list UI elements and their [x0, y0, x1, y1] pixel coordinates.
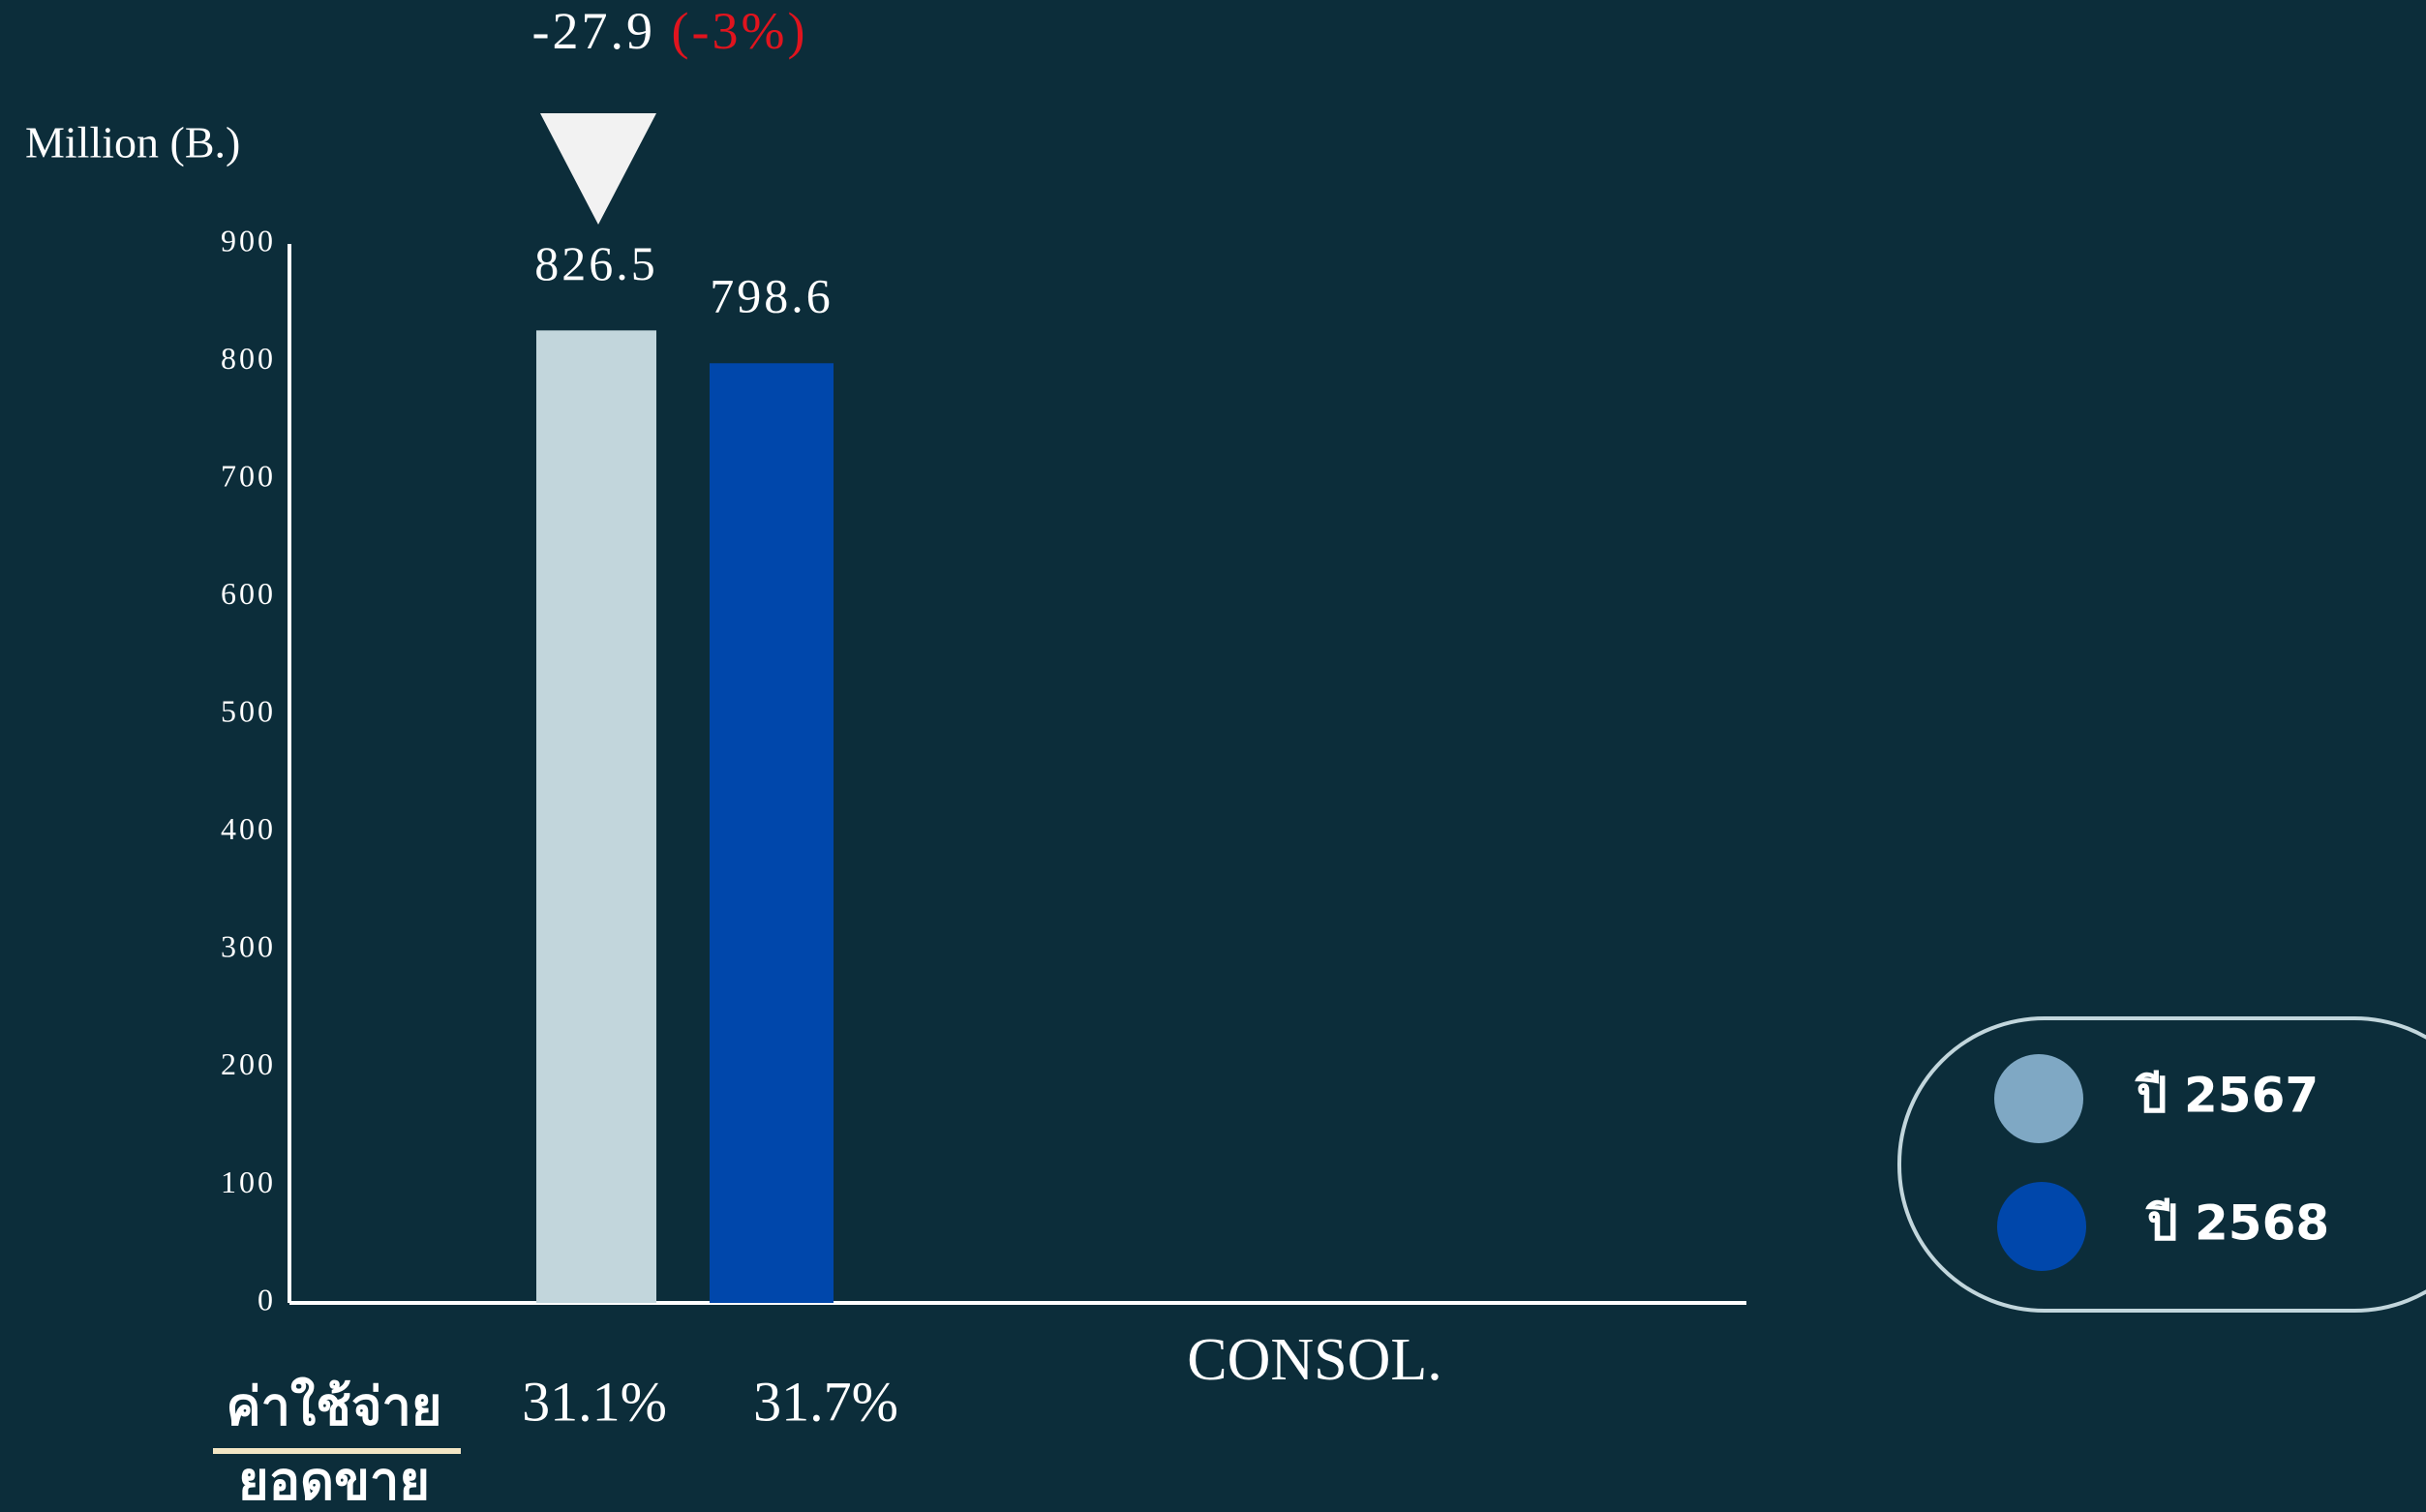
legend-box — [1897, 1016, 2426, 1313]
y-tick-label: 100 — [221, 1164, 276, 1199]
legend-swatch — [1997, 1182, 2086, 1271]
y-tick-label: 400 — [221, 811, 276, 846]
data-label: 826.5 — [534, 236, 658, 290]
y-tick-label: 0 — [258, 1282, 276, 1316]
y-tick-label: 600 — [221, 576, 276, 611]
change-label: -27.9 (-3%) — [532, 2, 808, 60]
change-value: -27.9 — [532, 2, 655, 60]
bar — [536, 330, 656, 1303]
change-pct: (-3%) — [672, 2, 808, 60]
bar — [710, 363, 834, 1303]
x-tick-label: CONSOL. — [1187, 1327, 1442, 1393]
ratio-value: 31.1% — [522, 1370, 667, 1433]
change-arrow — [540, 113, 656, 225]
legend-label: ปี 2567 — [2135, 1068, 2319, 1124]
data-label: 798.6 — [710, 269, 834, 323]
y-tick-label: 500 — [221, 694, 276, 729]
y-axis-label: Million (B.) — [25, 118, 240, 167]
ratio-value: 31.7% — [753, 1370, 898, 1433]
ratio-title: ยอดขาย — [238, 1451, 430, 1512]
y-tick-label: 300 — [221, 929, 276, 964]
ratio-title: ค่าใช้จ่าย — [226, 1376, 441, 1437]
y-tick-label: 900 — [221, 223, 276, 257]
y-tick-label: 800 — [221, 341, 276, 376]
legend-label: ปี 2568 — [2145, 1195, 2329, 1252]
y-tick-label: 200 — [221, 1046, 276, 1081]
legend-swatch — [1994, 1054, 2083, 1143]
y-tick-label: 700 — [221, 458, 276, 493]
